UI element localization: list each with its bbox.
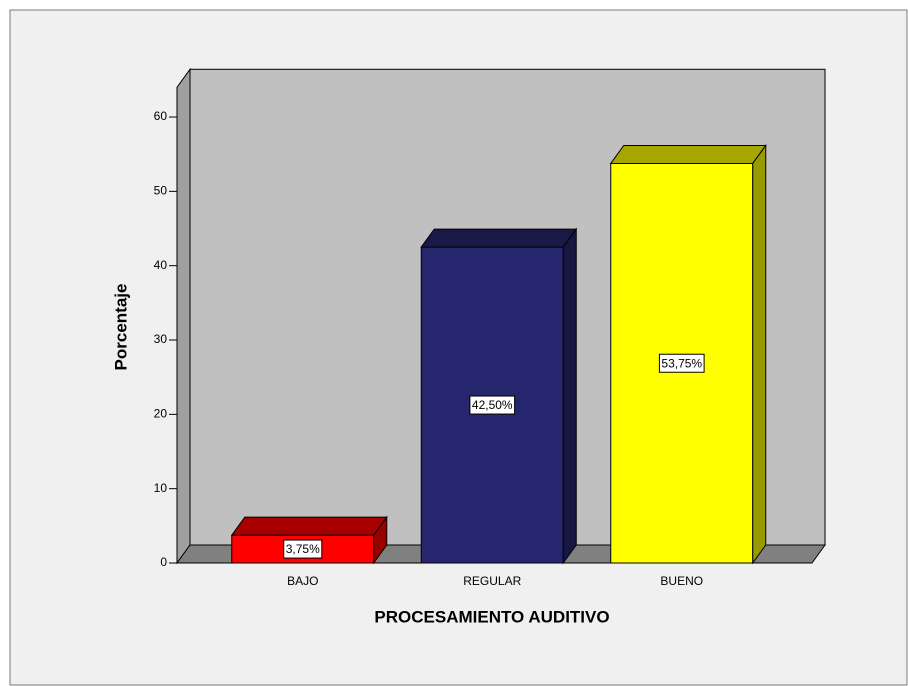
value-label-box	[658, 353, 705, 373]
value-label: 3,75%	[286, 542, 320, 556]
bar-top	[609, 144, 767, 164]
value-label: 53,75%	[661, 356, 702, 370]
x-tick-label: REGULAR	[463, 574, 521, 588]
y-tick-label: 0	[160, 555, 167, 569]
bar-side	[373, 515, 388, 565]
left-wall	[176, 67, 191, 565]
y-axis-title: Porcentaje	[111, 284, 130, 371]
x-tick-label: BAJO	[287, 574, 318, 588]
bar-top	[230, 516, 388, 536]
y-tick-label: 50	[154, 184, 168, 198]
y-tick-label: 60	[154, 109, 168, 123]
y-tick-label: 40	[154, 258, 168, 272]
value-label: 42,50%	[472, 398, 513, 412]
y-tick-label: 10	[154, 481, 168, 495]
value-label-box	[283, 539, 323, 559]
plot-area: 0 10 20 30 40 50 60 3,75% BAJO 42,50% REGULAR 53,75…	[154, 67, 826, 588]
y-tick-label: 20	[154, 407, 168, 421]
x-tick-label: BUENO	[660, 574, 703, 588]
bar-side	[562, 227, 577, 565]
bar-top	[420, 228, 578, 248]
value-label-box	[469, 395, 516, 415]
y-tick-label: 30	[154, 332, 168, 346]
x-axis-title: PROCESAMIENTO AUDITIVO	[374, 607, 609, 626]
bar-side	[752, 143, 767, 565]
